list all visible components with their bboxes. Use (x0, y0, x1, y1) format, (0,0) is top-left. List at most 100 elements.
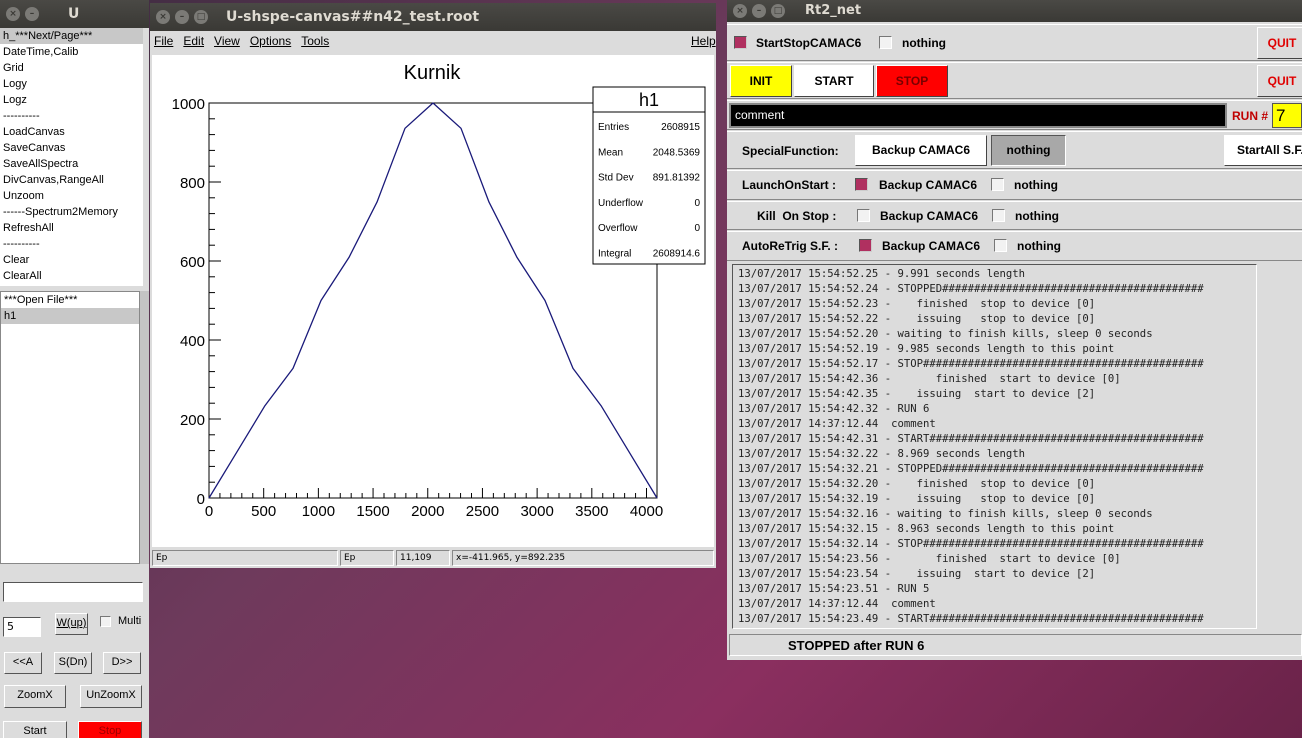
kill-nothing-checkbox[interactable] (992, 209, 1005, 222)
stop-button[interactable]: STOP (876, 65, 948, 97)
minimize-icon[interactable]: – (175, 10, 189, 24)
command-item[interactable]: ------Spectrum2Memory (3, 206, 118, 218)
comment-input[interactable]: comment (729, 103, 1227, 128)
next-button[interactable]: D>> (103, 652, 141, 674)
maximize-icon[interactable]: □ (771, 4, 785, 18)
stats-label: Std Dev (598, 173, 634, 184)
log-line: 13/07/2017 15:54:52.17 - STOP###########… (738, 358, 1204, 370)
log-line: 13/07/2017 15:54:52.24 - STOPPED########… (738, 283, 1204, 295)
help-menu[interactable]: Help (691, 34, 716, 48)
command-item[interactable]: DateTime,Calib (3, 46, 79, 58)
nothing-checkbox[interactable] (879, 36, 892, 49)
log-line: 13/07/2017 15:54:23.51 - RUN 5 (738, 583, 930, 595)
backup-camac6-button[interactable]: Backup CAMAC6 (855, 135, 987, 166)
log-line: 13/07/2017 15:54:32.14 - STOP###########… (738, 538, 1204, 550)
y-tick-label: 1000 (172, 96, 205, 113)
sdn-button[interactable]: S(Dn) (54, 652, 92, 674)
prev-button[interactable]: <<A (4, 652, 42, 674)
u-scrollbar[interactable] (140, 291, 149, 564)
u-titlebar[interactable]: × – U (0, 0, 149, 28)
menu-view[interactable]: View (214, 34, 240, 48)
command-item[interactable]: ---------- (3, 110, 40, 122)
menu-file[interactable]: File (154, 34, 174, 48)
nothing-label: nothing (902, 36, 946, 50)
file-item[interactable]: h1 (1, 308, 139, 324)
command-item[interactable]: SaveCanvas (3, 142, 66, 154)
zoomx-button[interactable]: ZoomX (4, 685, 66, 708)
log-line: 13/07/2017 14:37:12.44 comment (738, 418, 936, 430)
unzoomx-button[interactable]: UnZoomX (80, 685, 142, 708)
startstop-row: StartStopCAMAC6 nothing QUIT (727, 24, 1302, 61)
autoretrig-backup-checkbox[interactable] (859, 239, 872, 252)
log-line: 13/07/2017 15:54:23.56 - finished start … (738, 553, 1121, 565)
command-item[interactable]: h_***Next/Page*** (0, 28, 143, 44)
autoretrig-nothing-checkbox[interactable] (994, 239, 1007, 252)
log-line: 13/07/2017 15:54:52.25 - 9.991 seconds l… (738, 268, 1026, 280)
minimize-icon[interactable]: – (25, 7, 39, 21)
kill-backup-checkbox[interactable] (857, 209, 870, 222)
startall-sf-button[interactable]: StartAll S.F. (1224, 135, 1302, 166)
x-tick-label: 1500 (356, 503, 389, 520)
status-bar: STOPPED after RUN 6 (729, 634, 1302, 656)
command-item[interactable]: ClearAll (3, 270, 42, 282)
comment-row: comment RUN # 7 (727, 100, 1302, 130)
command-item[interactable]: LoadCanvas (3, 126, 65, 138)
command-item[interactable]: RefreshAll (3, 222, 54, 234)
u-file-list[interactable]: ***Open File*** h1 (0, 291, 140, 564)
stats-value: 0 (694, 198, 700, 209)
u-text-field[interactable] (3, 582, 143, 602)
wup-button[interactable]: W(up) (55, 613, 88, 635)
rt2-titlebar[interactable]: × – □ Rt2_net (727, 0, 1302, 22)
menu-edit[interactable]: Edit (183, 34, 205, 48)
canvas-titlebar[interactable]: × – □ U-shspe-canvas##n42_test.root (150, 3, 716, 31)
plot-frame (208, 102, 658, 499)
init-button[interactable]: INIT (730, 65, 792, 97)
stats-value: 0 (694, 223, 700, 234)
nothing-button[interactable]: nothing (991, 135, 1066, 166)
command-item[interactable]: DivCanvas,RangeAll (3, 174, 104, 186)
log-line: 13/07/2017 15:54:23.54 - issuing start t… (738, 568, 1096, 580)
launch-nothing-checkbox[interactable] (991, 178, 1004, 191)
command-item[interactable]: ---------- (3, 238, 40, 250)
command-item[interactable]: Logz (3, 94, 27, 106)
minimize-icon[interactable]: – (752, 4, 766, 18)
log-line: 13/07/2017 15:54:42.31 - START##########… (738, 433, 1204, 445)
launch-on-start-label: LaunchOnStart : (742, 178, 837, 192)
command-item[interactable]: SaveAllSpectra (3, 158, 79, 170)
log-textbox[interactable]: 13/07/2017 15:54:52.25 - 9.991 seconds l… (732, 264, 1257, 629)
start-button[interactable]: START (794, 65, 874, 97)
close-icon[interactable]: × (733, 4, 747, 18)
u-number-field[interactable]: 5 (3, 617, 41, 637)
launch-backup-checkbox[interactable] (855, 178, 868, 191)
maximize-icon[interactable]: □ (194, 10, 208, 24)
command-item[interactable]: Logy (3, 78, 27, 90)
x-tick-label: 500 (251, 503, 276, 520)
x-tick-label: 1000 (302, 503, 335, 520)
startstop-checkbox[interactable] (734, 36, 747, 49)
run-label: RUN # (1232, 109, 1269, 123)
log-line: 13/07/2017 15:54:52.22 - issuing stop to… (738, 313, 1096, 325)
menu-options[interactable]: Options (249, 34, 292, 48)
u-stop-button[interactable]: Stop (78, 721, 142, 738)
close-icon[interactable]: × (156, 10, 170, 24)
x-tick-label: 0 (205, 503, 213, 520)
u-start-button[interactable]: Start (3, 721, 67, 738)
canvas-statusbar: Ep Ep 11,109 x=-411.965, y=892.235 (152, 550, 714, 566)
special-function-label: SpecialFunction: (742, 144, 839, 158)
stats-label: Integral (598, 249, 631, 260)
autoretrig-label: AutoReTrig S.F. : (742, 239, 838, 253)
quit-button-2[interactable]: QUIT (1257, 65, 1302, 97)
multi-checkbox[interactable] (100, 616, 111, 627)
file-item[interactable]: ***Open File*** (4, 294, 78, 306)
run-number-field[interactable]: 7 (1272, 103, 1302, 128)
command-item[interactable]: Grid (3, 62, 24, 74)
close-icon[interactable]: × (6, 7, 20, 21)
launch-nothing-label: nothing (1014, 178, 1058, 192)
quit-button[interactable]: QUIT (1257, 27, 1302, 59)
command-item[interactable]: Unzoom (3, 190, 44, 202)
status-cell: 11,109 (396, 550, 450, 566)
command-item[interactable]: Clear (3, 254, 30, 266)
u-command-list[interactable]: h_***Next/Page*** DateTime,Calib Grid Logy L… (0, 28, 143, 286)
menu-tools[interactable]: Tools (301, 34, 330, 48)
